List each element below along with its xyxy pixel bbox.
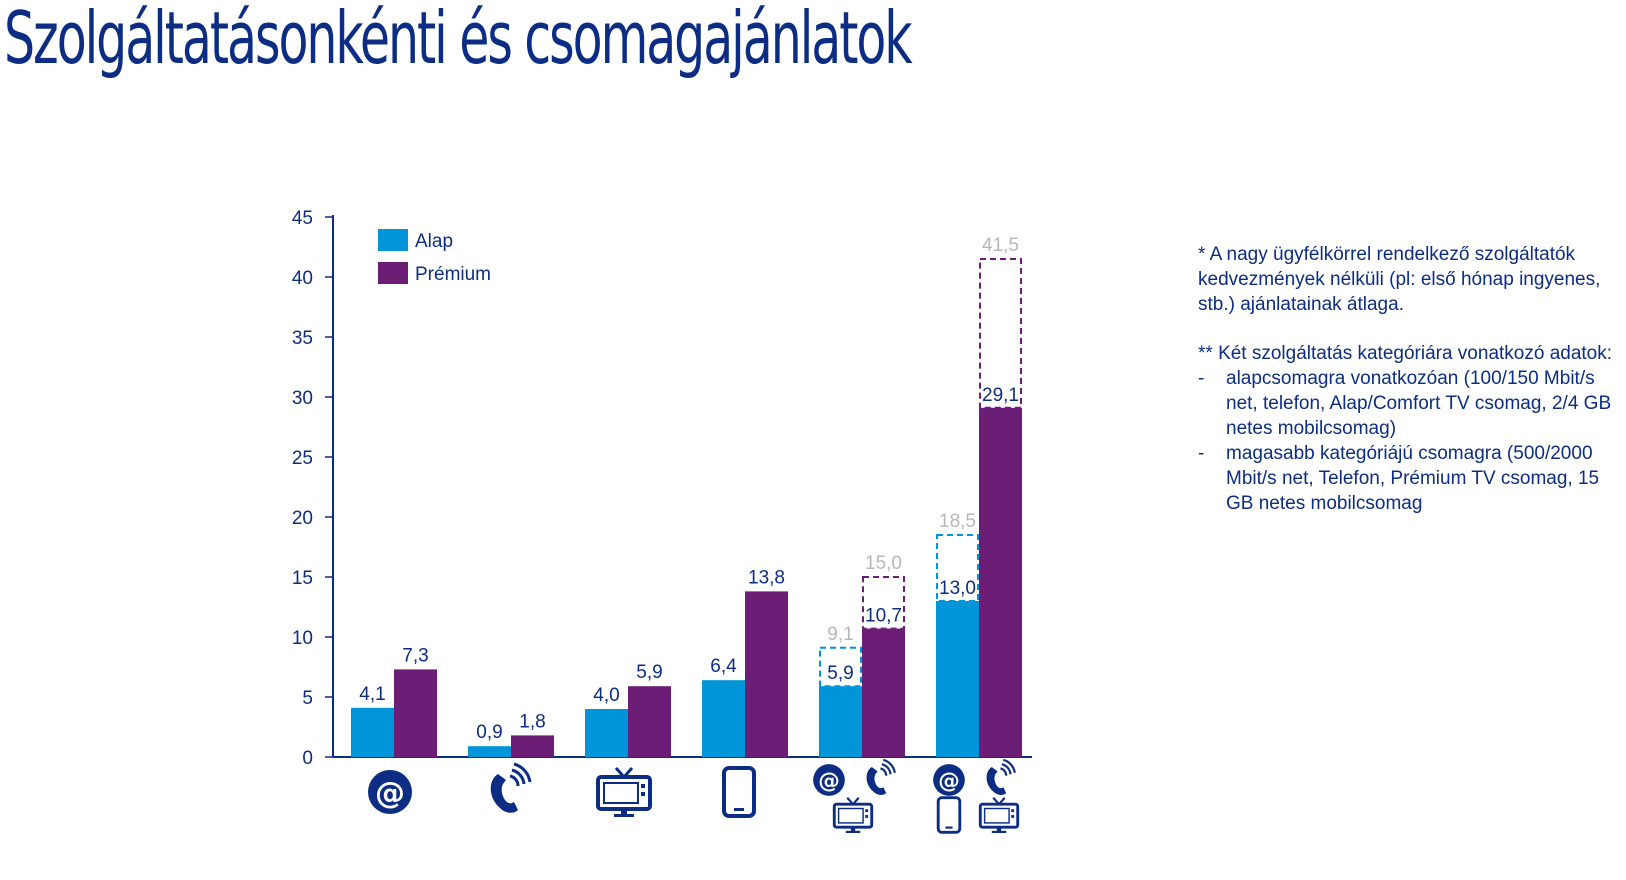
legend-swatch-alap (378, 229, 408, 251)
footnote-2-list: alapcsomagra vonatkozóan (100/150 Mbit/s… (1198, 366, 1618, 516)
footnote-2-intro: ** Két szolgáltatás kategóriára vonatkoz… (1198, 343, 1613, 364)
bar-alap (702, 680, 745, 757)
mobile-icon (722, 766, 756, 818)
data-label: 5,9 (636, 662, 662, 683)
y-tick-label: 20 (292, 508, 313, 529)
y-tick-label: 45 (292, 208, 313, 229)
bar-premium (628, 686, 671, 757)
data-label: 10,7 (865, 606, 902, 627)
data-label: 4,0 (593, 685, 619, 706)
reference-box-alap (819, 646, 862, 688)
phone-icon (986, 758, 1016, 795)
data-label: 6,4 (710, 656, 737, 677)
bar-alap (936, 601, 979, 757)
page-title: Szolgáltatásonkénti és csomagajánlatok (4, 0, 913, 80)
bar-alap (468, 746, 511, 757)
bar-alap (351, 707, 394, 757)
at-icon: @ (933, 764, 965, 796)
tv-icon (978, 797, 1020, 833)
reference-box-premium (862, 576, 905, 630)
legend-label: Prémium (415, 264, 491, 285)
data-label: 13,8 (748, 567, 785, 588)
y-tick-label: 15 (292, 568, 313, 589)
tv-icon (596, 767, 652, 817)
bar-premium (394, 669, 437, 757)
at-icon: @ (368, 770, 412, 814)
svg-text:@: @ (818, 769, 840, 794)
reference-value-label: 9,1 (827, 624, 853, 645)
legend-swatch-prémium (378, 262, 408, 284)
phone-icon (490, 762, 532, 813)
y-tick-label: 10 (292, 628, 313, 649)
bar-alap (585, 709, 628, 757)
footnote-bullet: alapcsomagra vonatkozóan (100/150 Mbit/s… (1198, 366, 1618, 441)
reference-box-premium (979, 258, 1022, 409)
y-tick-label: 0 (302, 748, 313, 769)
bar-premium (745, 591, 788, 757)
y-tick-label: 25 (292, 448, 313, 469)
bar-premium (511, 735, 554, 757)
data-label: 7,3 (402, 645, 428, 666)
y-tick-label: 35 (292, 328, 313, 349)
footnote-bullet: magasabb kategóriájú csomagra (500/2000 … (1198, 441, 1618, 516)
reference-box-alap (936, 534, 979, 602)
svg-text:@: @ (375, 776, 405, 811)
y-tick-label: 30 (292, 388, 313, 409)
footnotes: * A nagy ügyfélkörrel rendelkező szolgál… (1198, 242, 1618, 516)
at-icon: @ (813, 764, 845, 796)
reference-value-label: 15,0 (865, 553, 902, 574)
data-label: 0,9 (476, 722, 502, 743)
reference-value-label: 18,5 (939, 511, 976, 532)
y-tick-label: 40 (292, 268, 313, 289)
bar-premium (979, 407, 1022, 757)
bar-premium (862, 628, 905, 757)
y-tick-label: 5 (302, 688, 313, 709)
bar-alap (819, 686, 862, 757)
svg-text:@: @ (938, 769, 960, 794)
data-label: 13,0 (939, 578, 976, 599)
phone-icon (866, 758, 896, 795)
data-label: 1,8 (519, 711, 545, 732)
data-label: 29,1 (982, 385, 1019, 406)
footnote-1: * A nagy ügyfélkörrel rendelkező szolgál… (1198, 244, 1601, 315)
data-label: 4,1 (359, 684, 385, 705)
legend-label: Alap (415, 231, 453, 252)
reference-value-label: 41,5 (982, 235, 1019, 256)
data-label: 5,9 (827, 663, 853, 684)
tv-icon (832, 797, 874, 833)
mobile-icon (936, 796, 962, 834)
